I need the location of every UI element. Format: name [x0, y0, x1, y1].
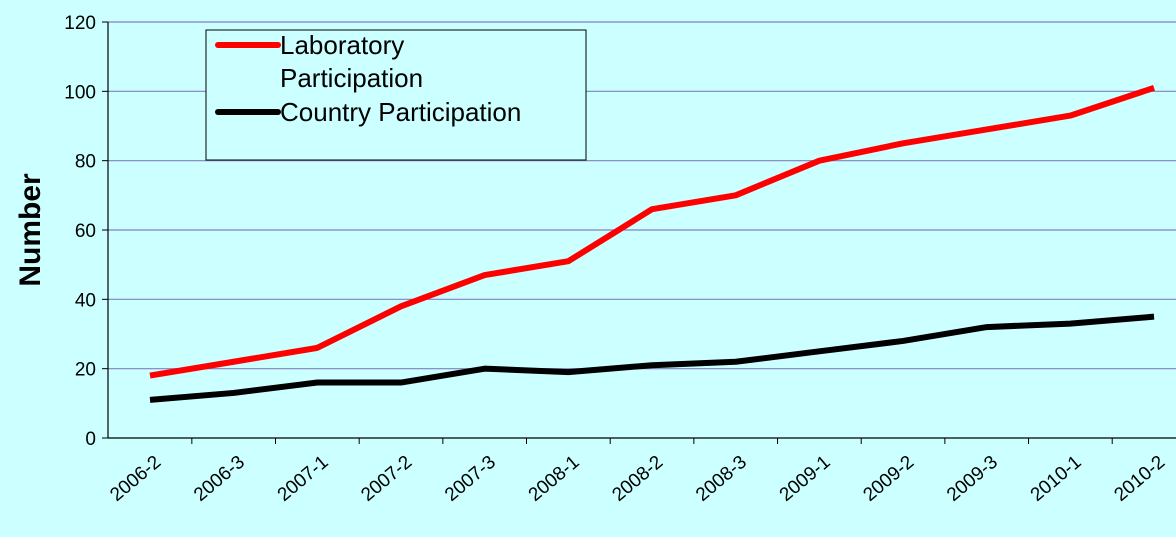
x-tick-label: 2009-2	[859, 452, 918, 506]
x-tick-label: 2009-1	[776, 452, 835, 506]
y-tick-label: 120	[64, 13, 96, 34]
y-tick-label: 60	[75, 221, 96, 242]
series-line	[149, 313, 1155, 403]
legend-label-line: Laboratory	[280, 30, 404, 60]
y-axis-label: Number	[14, 173, 47, 287]
legend-label: Laboratory Participation	[280, 30, 423, 93]
x-tick-label: 2007-3	[441, 452, 500, 506]
x-tick-label: 2006-2	[106, 452, 165, 506]
x-tick-label: 2008-2	[608, 452, 667, 506]
y-tick-label: 0	[85, 429, 96, 450]
x-tick-label: 2007-1	[274, 452, 333, 506]
x-tick-label: 2008-1	[525, 452, 584, 506]
legend-box	[205, 29, 587, 161]
series-line	[149, 85, 1155, 379]
y-tick-label: 20	[75, 360, 96, 381]
legend-label-line: Participation	[280, 63, 423, 93]
y-tick-label: 100	[64, 82, 96, 103]
x-tick-label: 2008-3	[692, 452, 751, 506]
x-tick-label: 2010-1	[1027, 452, 1086, 506]
y-tick-label: 80	[75, 152, 96, 173]
x-tick-label: 2009-3	[943, 452, 1002, 506]
x-tick-label: 2006-3	[190, 452, 249, 506]
x-tick-label: 2007-2	[357, 452, 416, 506]
legend-label: Country Participation	[280, 97, 521, 127]
x-tick-label: 2010-2	[1110, 452, 1169, 506]
y-tick-label: 40	[75, 290, 96, 311]
